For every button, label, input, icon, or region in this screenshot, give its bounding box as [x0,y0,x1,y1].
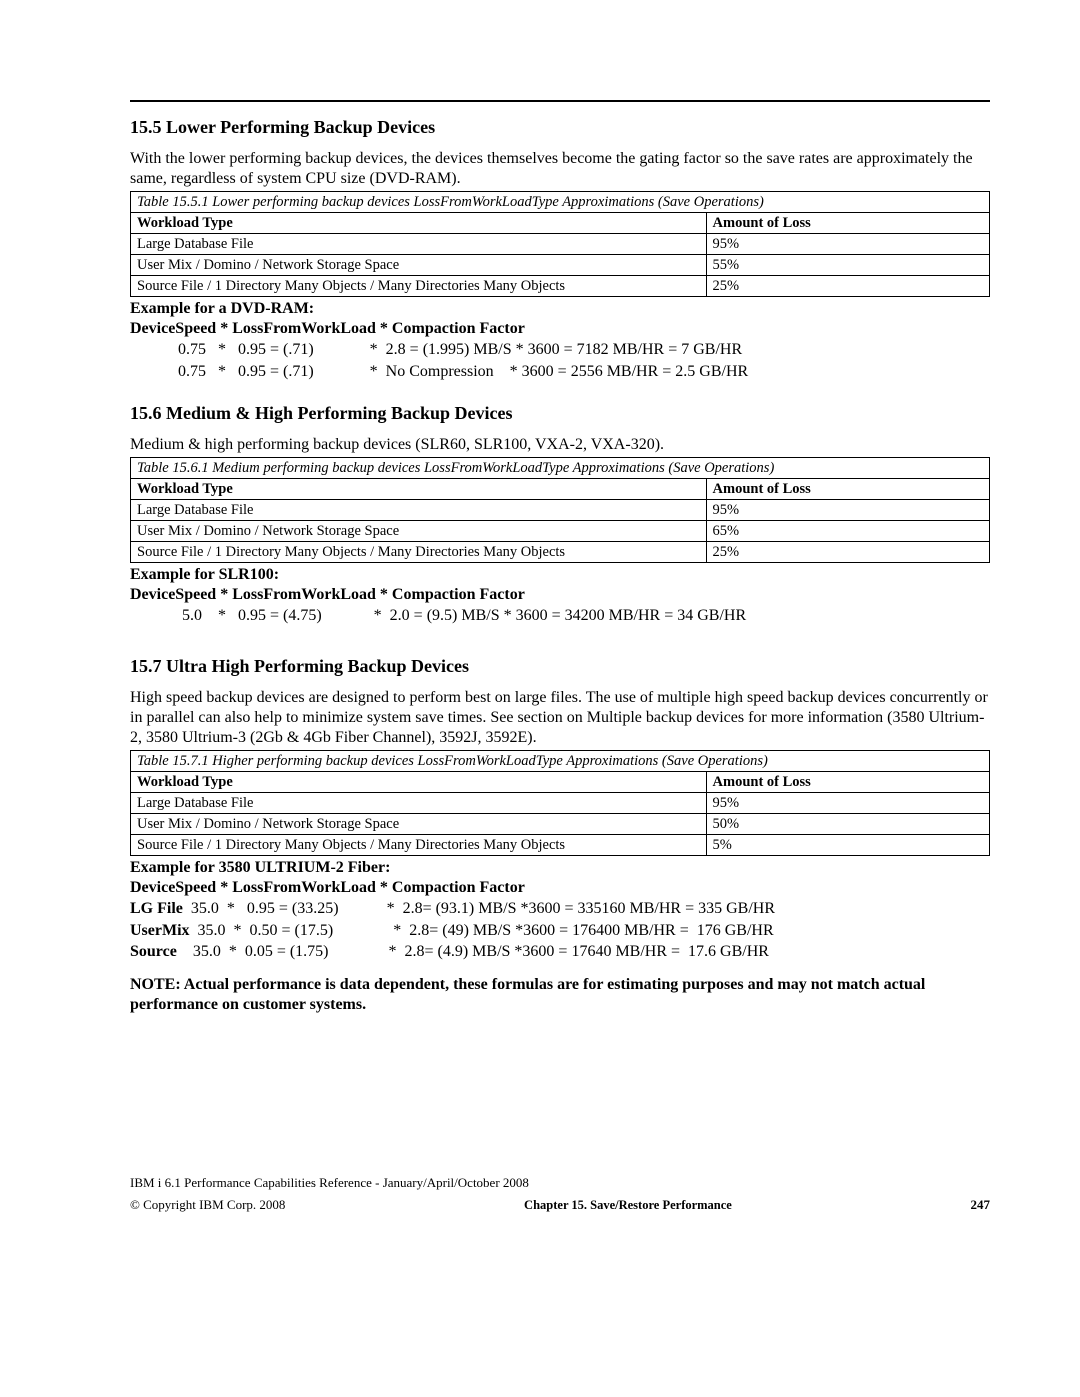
table-row: Large Database File95% [131,792,990,813]
table-caption-row: Table 15.5.1 Lower performing backup dev… [131,191,990,212]
source-label: Source [130,943,177,960]
section-15-7-intro: High speed backup devices are designed t… [130,688,990,748]
table-caption: Table 15.6.1 Medium performing backup de… [131,457,990,478]
footer-page-number: 247 [970,1197,990,1213]
cell-loss: 25% [706,542,989,563]
calc-block: LG File 35.0 * 0.95 = (33.25) * 2.8= (93… [130,898,990,963]
table-row: User Mix / Domino / Network Storage Spac… [131,254,990,275]
section-15-5-intro: With the lower performing backup devices… [130,149,990,189]
section-15-5-title: 15.5 Lower Performing Backup Devices [130,116,990,139]
cell-loss: 5% [706,835,989,856]
usermix-label: UserMix [130,922,190,939]
table-caption-row: Table 15.6.1 Medium performing backup de… [131,457,990,478]
col-workload: Workload Type [131,478,707,499]
cell-workload: User Mix / Domino / Network Storage Spac… [131,521,707,542]
calc-line: 35.0 * 0.05 = (1.75) * 2.8= (4.9) MB/S *… [177,943,769,960]
table-row: User Mix / Domino / Network Storage Spac… [131,813,990,834]
col-loss: Amount of Loss [706,771,989,792]
table-caption: Table 15.5.1 Lower performing backup dev… [131,191,990,212]
calc-block: 0.75 * 0.95 = (.71) * 2.8 = (1.995) MB/S… [130,339,990,382]
cell-loss: 95% [706,792,989,813]
calc-line: 0.75 * 0.95 = (.71) * No Compression * 3… [130,363,748,380]
section-15-6-title: 15.6 Medium & High Performing Backup Dev… [130,402,990,425]
col-workload: Workload Type [131,212,707,233]
formula-header: DeviceSpeed * LossFromWorkLoad * Compact… [130,878,990,898]
example-slr100-title: Example for SLR100: [130,565,990,585]
col-workload: Workload Type [131,771,707,792]
table-row: Source File / 1 Directory Many Objects /… [131,542,990,563]
calc-block: 5.0 * 0.95 = (4.75) * 2.0 = (9.5) MB/S *… [130,605,990,627]
cell-loss: 55% [706,254,989,275]
formula-header: DeviceSpeed * LossFromWorkLoad * Compact… [130,585,990,605]
cell-loss: 25% [706,276,989,297]
col-loss: Amount of Loss [706,478,989,499]
calc-line: 5.0 * 0.95 = (4.75) * 2.0 = (9.5) MB/S *… [130,607,746,624]
table-15-5-1: Table 15.5.1 Lower performing backup dev… [130,191,990,298]
section-15-7-title: 15.7 Ultra High Performing Backup Device… [130,655,990,678]
calc-line: 35.0 * 0.95 = (33.25) * 2.8= (93.1) MB/S… [183,900,775,917]
cell-loss: 50% [706,813,989,834]
cell-loss: 95% [706,233,989,254]
top-rule [130,100,990,102]
table-header-row: Workload Type Amount of Loss [131,478,990,499]
table-caption: Table 15.7.1 Higher performing backup de… [131,750,990,771]
cell-workload: User Mix / Domino / Network Storage Spac… [131,254,707,275]
table-row: Source File / 1 Directory Many Objects /… [131,835,990,856]
table-row: Source File / 1 Directory Many Objects /… [131,276,990,297]
footer-copyright: © Copyright IBM Corp. 2008 [130,1197,285,1213]
cell-workload: Source File / 1 Directory Many Objects /… [131,276,707,297]
cell-workload: Source File / 1 Directory Many Objects /… [131,542,707,563]
example-dvd-ram-title: Example for a DVD-RAM: [130,299,990,319]
page-footer: IBM i 6.1 Performance Capabilities Refer… [130,1175,990,1214]
cell-workload: Large Database File [131,500,707,521]
table-header-row: Workload Type Amount of Loss [131,771,990,792]
table-15-6-1: Table 15.6.1 Medium performing backup de… [130,457,990,564]
section-15-6-intro: Medium & high performing backup devices … [130,435,990,455]
performance-note: NOTE: Actual performance is data depende… [130,975,990,1015]
cell-loss: 95% [706,500,989,521]
cell-loss: 65% [706,521,989,542]
footer-chapter: Chapter 15. Save/Restore Performance [524,1198,732,1214]
table-header-row: Workload Type Amount of Loss [131,212,990,233]
table-row: Large Database File95% [131,500,990,521]
cell-workload: Large Database File [131,233,707,254]
table-15-7-1: Table 15.7.1 Higher performing backup de… [130,750,990,857]
calc-line: 0.75 * 0.95 = (.71) * 2.8 = (1.995) MB/S… [130,341,742,358]
cell-workload: Source File / 1 Directory Many Objects /… [131,835,707,856]
example-3580-title: Example for 3580 ULTRIUM-2 Fiber: [130,858,990,878]
cell-workload: User Mix / Domino / Network Storage Spac… [131,813,707,834]
calc-line: 35.0 * 0.50 = (17.5) * 2.8= (49) MB/S *3… [190,922,774,939]
lg-file-label: LG File [130,900,183,917]
table-row: Large Database File95% [131,233,990,254]
formula-header: DeviceSpeed * LossFromWorkLoad * Compact… [130,319,990,339]
table-row: User Mix / Domino / Network Storage Spac… [131,521,990,542]
table-caption-row: Table 15.7.1 Higher performing backup de… [131,750,990,771]
col-loss: Amount of Loss [706,212,989,233]
cell-workload: Large Database File [131,792,707,813]
footer-reference: IBM i 6.1 Performance Capabilities Refer… [130,1175,990,1191]
